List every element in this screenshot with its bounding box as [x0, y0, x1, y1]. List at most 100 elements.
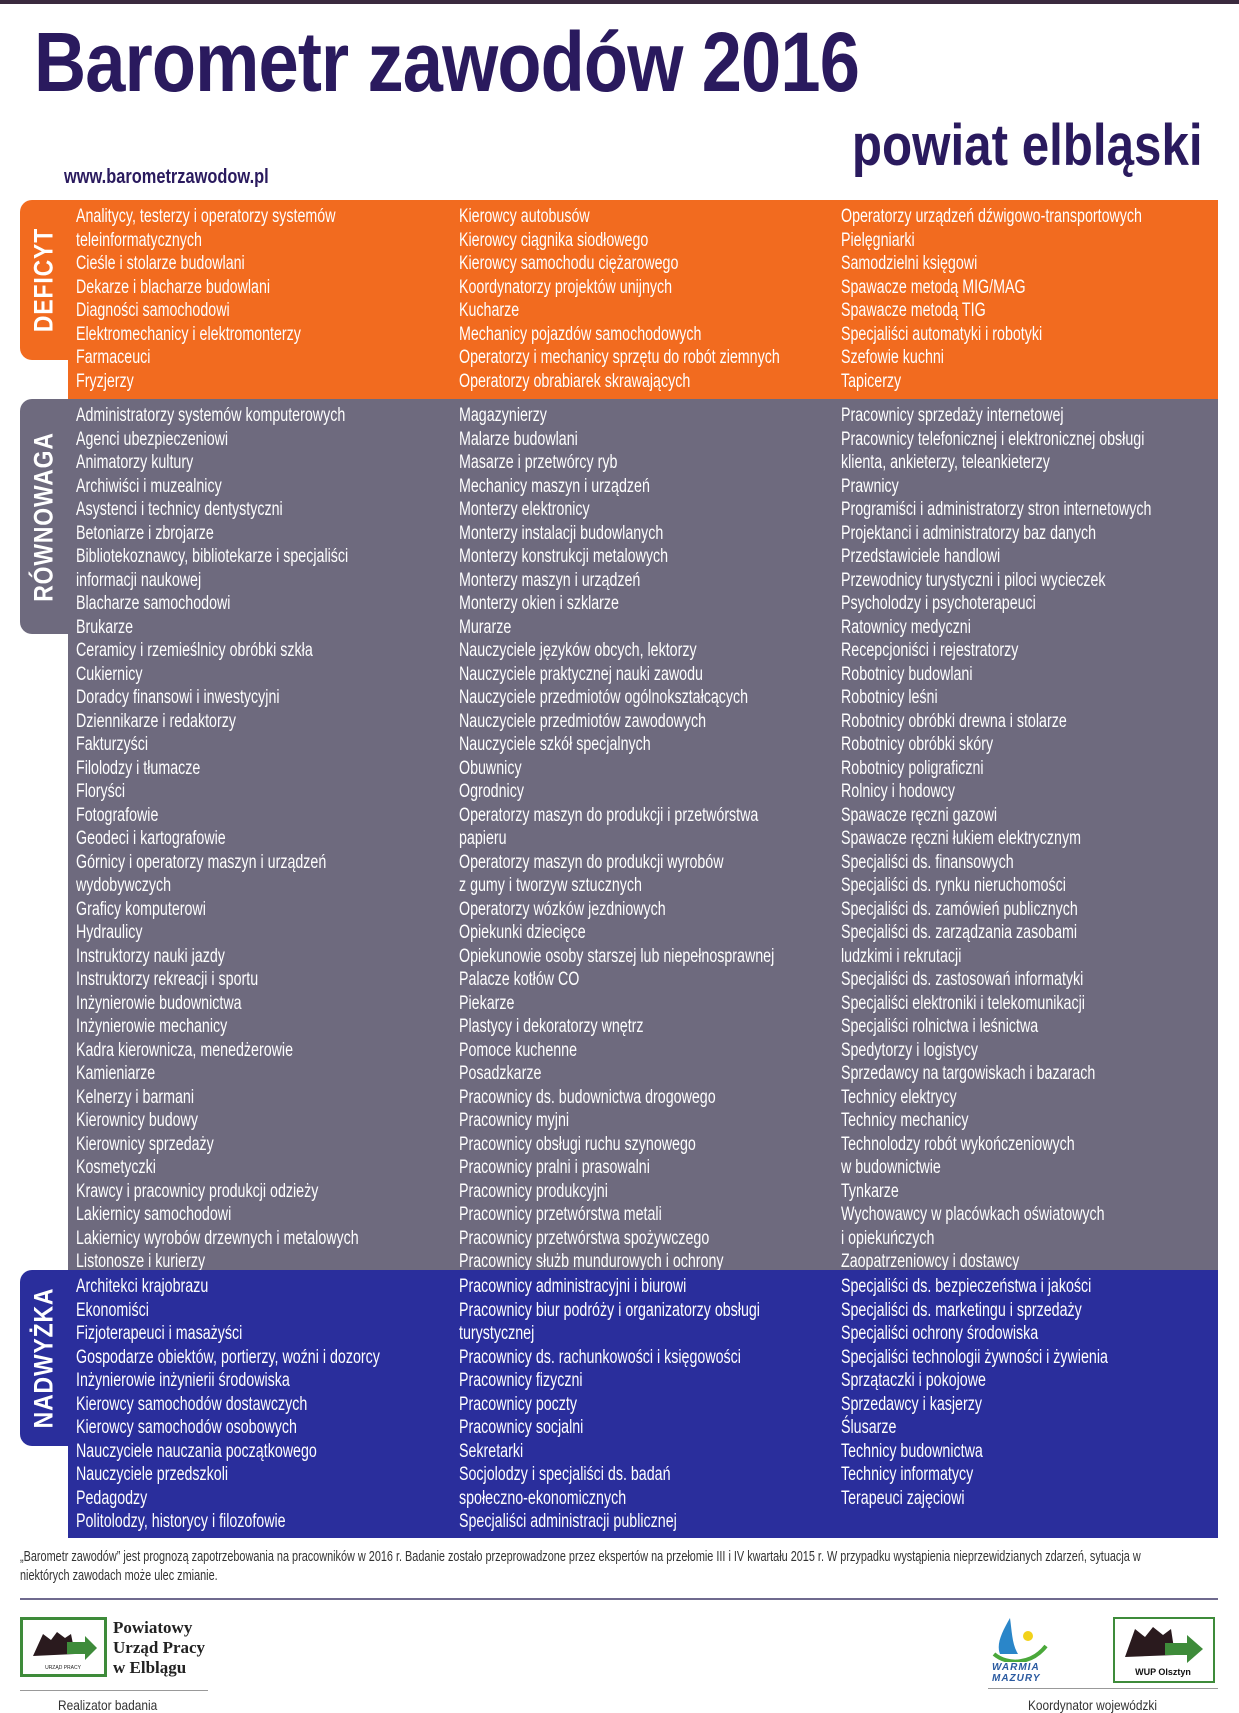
occupation-item: Zaopatrzeniowcy i dostawcy [841, 1251, 1020, 1272]
occupation-item: Nauczyciele praktycznej nauki zawodu [459, 663, 703, 685]
occupation-item: Pracownicy przetwórstwa metali [459, 1204, 662, 1225]
occupation-item: Specjaliści ds. zarządzania zasobami lud… [841, 922, 1078, 967]
occupation-item: Administratorzy systemów komputerowych [76, 405, 346, 426]
occupation-item: Bibliotekoznawcy, bibliotekarze i specja… [76, 546, 349, 591]
occupation-item: Operatorzy maszyn do produkcji i przetwó… [459, 804, 759, 850]
occupation-item: Pracownicy ds. budownictwa drogowego [459, 1086, 716, 1108]
occupation-item: Pedagodzy [76, 1487, 148, 1509]
occupation-item: Ekonomiści [76, 1299, 149, 1321]
occupation-item: Fryzjerzy [76, 370, 134, 392]
occupation-item: Technolodzy robót wykończeniowych w budo… [841, 1133, 1075, 1179]
occupation-item: Pielęgniarki [841, 229, 915, 251]
occupation-item: Pracownicy produkcyjni [459, 1180, 608, 1202]
pup-name: Powiatowy Urząd Pracy w Elblągu [113, 1618, 206, 1677]
occupation-item: Lakiernicy samochodowi [76, 1204, 232, 1225]
occupation-item: Operatorzy maszyn do produkcji wyrobów z… [459, 851, 724, 897]
occupation-item: Posadzkarze [459, 1063, 542, 1084]
occupation-item: Specjaliści ds. rynku nieruchomości [841, 875, 1066, 896]
occupation-item: Nauczyciele przedmiotów zawodowych [459, 710, 707, 732]
occupation-item: Monterzy instalacji budowlanych [459, 522, 664, 544]
occupation-item: Brukarze [76, 616, 134, 638]
occupation-item: Betoniarze i zbrojarze [76, 522, 214, 544]
occupation-item: Ratownicy medyczni [841, 616, 971, 638]
occupation-item: Spawacze metodą MIG/MAG [841, 276, 1026, 298]
occupation-item: Politolodzy, historycy i filozofowie [76, 1511, 286, 1532]
occupation-item: Kierowcy samochodów dostawczych [76, 1393, 308, 1415]
occupation-item: Monterzy okien i szklarze [459, 593, 619, 614]
pup-logo: URZĄD PRACY [20, 1617, 107, 1677]
deficyt-column-1: Analitycy, testerzy i operatorzy systemó… [76, 205, 451, 393]
occupation-item: Nauczyciele przedmiotów ogólnokształcący… [459, 687, 749, 708]
occupation-item: Technicy budownictwa [841, 1440, 983, 1462]
occupation-item: Przewodnicy turystyczni i piloci wyciecz… [841, 569, 1106, 591]
occupation-item: Fotografowie [76, 804, 159, 826]
occupation-item: Sprzątaczki i pokojowe [841, 1370, 986, 1391]
occupation-item: Inżynierowie inżynierii środowiska [76, 1370, 290, 1391]
website-link[interactable]: www.barometrzawodow.pl [64, 166, 269, 188]
occupation-item: Pracownicy administracyjni i biurowi [459, 1276, 687, 1297]
nadwyzka-column-2: Pracownicy administracyjni i biurowi Prac… [459, 1275, 834, 1534]
occupation-item: Projektanci i administratorzy baz danych [841, 522, 1097, 544]
occupation-item: Kosmetyczki [76, 1157, 156, 1178]
occupation-item: Specjaliści ds. zamówień publicznych [841, 898, 1078, 920]
occupation-item: Nauczyciele języków obcych, lektorzy [459, 640, 697, 661]
occupation-item: Ceramicy i rzemieślnicy obróbki szkła [76, 640, 313, 661]
deficyt-column-3: Operatorzy urządzeń dźwigowo-transportow… [841, 205, 1216, 393]
occupation-item: Technicy mechanicy [841, 1110, 969, 1131]
page-title: Barometr zawodów 2016 [34, 15, 860, 109]
occupation-item: Specjaliści elektroniki i telekomunikacj… [841, 992, 1085, 1014]
occupation-item: Obuwnicy [459, 757, 522, 779]
occupation-item: Spawacze ręczni gazowi [841, 804, 998, 826]
occupation-item: Listonosze i kurierzy [76, 1251, 206, 1272]
occupation-item: Spedytorzy i logistycy [841, 1039, 979, 1061]
occupation-item: Inżynierowie budownictwa [76, 992, 242, 1014]
wup-logo: WUP Olsztyn [1113, 1617, 1215, 1683]
occupation-item: Szefowie kuchni [841, 347, 944, 368]
occupation-item: Krawcy i pracownicy produkcji odzieży [76, 1180, 319, 1202]
deficyt-column-2: Kierowcy autobusów Kierowcy ciągnika siod… [459, 205, 834, 393]
occupation-item: Monterzy maszyn i urządzeń [459, 569, 641, 591]
occupation-item: Opiekunowie osoby starszej lub niepełnos… [459, 945, 775, 967]
top-border [0, 0, 1239, 4]
occupation-item: Pracownicy obsługi ruchu szynowego [459, 1133, 696, 1155]
occupation-item: Mechanicy pojazdów samochodowych [459, 323, 702, 345]
occupation-item: Specjaliści administracji publicznej [459, 1511, 677, 1532]
occupation-item: Masarze i przetwórcy ryb [459, 452, 618, 473]
occupation-item: Pracownicy socjalni [459, 1417, 584, 1438]
occupation-item: Architekci krajobrazu [76, 1276, 209, 1297]
occupation-item: Mechanicy maszyn i urządzeń [459, 475, 650, 497]
occupation-item: Floryści [76, 781, 126, 802]
occupation-item: Dziennikarze i redaktorzy [76, 710, 236, 732]
occupation-item: Koordynatorzy projektów unijnych [459, 276, 673, 298]
occupation-item: Sekretarki [459, 1440, 524, 1462]
occupation-item: Kierowcy samochodu ciężarowego [459, 253, 679, 274]
occupation-item: Kucharze [459, 300, 520, 321]
occupation-item: Diagności samochodowi [76, 300, 230, 321]
occupation-item: Opiekunki dziecięce [459, 922, 586, 943]
occupation-item: Tynkarze [841, 1180, 899, 1202]
occupation-item: Pracownicy służb mundurowych i ochrony [459, 1251, 724, 1272]
nadwyzka-column-1: Architekci krajobrazu Ekonomiści Fizjotera… [76, 1275, 451, 1534]
occupation-item: Prawnicy [841, 475, 899, 497]
occupation-item: Pomoce kuchenne [459, 1039, 578, 1061]
nadwyzka-column-3: Specjaliści ds. bezpieczeństwa i jakości… [841, 1275, 1216, 1510]
region-logo-text: WARMIA MAZURY [992, 1662, 1041, 1684]
svg-text:WUP Olsztyn: WUP Olsztyn [1135, 1667, 1191, 1677]
svg-text:URZĄD PRACY: URZĄD PRACY [45, 1665, 82, 1671]
footer-divider [20, 1598, 1218, 1600]
footer-note: „Barometr zawodów” jest prognozą zapotrz… [20, 1549, 1141, 1584]
section-rownowaga: Administratorzy systemów komputerowych Ag… [68, 399, 1218, 1272]
occupation-item: Analitycy, testerzy i operatorzy systemó… [76, 206, 336, 251]
occupation-item: Pracownicy biur podróży i organizatorzy … [459, 1299, 760, 1345]
occupation-item: Monterzy elektronicy [459, 499, 590, 520]
occupation-item: Asystenci i technicy dentystyczni [76, 499, 283, 520]
wup-logo-icon: WUP Olsztyn [1125, 1627, 1203, 1677]
occupation-item: Operatorzy i mechanicy sprzętu do robót … [459, 347, 780, 368]
rownowaga-tab: RÓWNOWAGA [20, 399, 68, 634]
occupation-item: Pracownicy telefonicznej i elektroniczne… [841, 428, 1145, 474]
occupation-item: Geodeci i kartografowie [76, 828, 226, 849]
occupation-item: Programiści i administratorzy stron inte… [841, 499, 1152, 520]
occupation-item: Magazynierzy [459, 405, 547, 426]
occupation-item: Kadra kierownicza, menedżerowie [76, 1039, 294, 1061]
occupation-item: Pracownicy ds. rachunkowości i księgowoś… [459, 1346, 741, 1368]
